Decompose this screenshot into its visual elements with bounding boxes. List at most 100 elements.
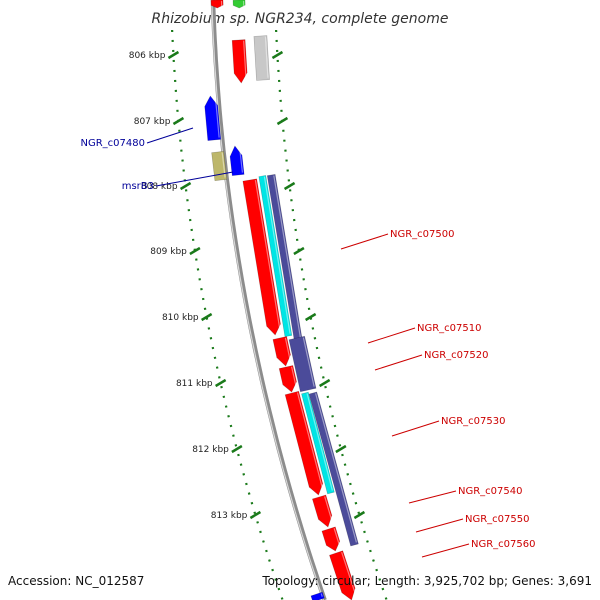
accession-text: Accession: NC_012587 (8, 574, 145, 588)
feature-shape (258, 175, 293, 337)
feature-shape (231, 39, 248, 84)
tick-mark-right (335, 444, 347, 454)
feature-shine (243, 40, 247, 81)
leader-line (155, 171, 234, 187)
cds-navy-2 (288, 335, 317, 393)
gene-label-right: NGR_c07520 (424, 350, 489, 361)
leader-line (415, 518, 464, 533)
features-layer (204, 0, 359, 600)
tick-mark-left (231, 444, 243, 454)
feature-shine (314, 393, 358, 543)
tick-mark-right (293, 246, 305, 256)
leader-line (391, 420, 440, 437)
feature-shine (238, 146, 244, 173)
leader-line (374, 354, 423, 371)
gene-label-right: NGR_c07510 (417, 323, 482, 334)
leader-line (421, 543, 470, 558)
feature-shine (273, 175, 301, 338)
feature-shine (296, 392, 324, 492)
tick-mark-right (276, 116, 289, 126)
tick-label: 810 kbp (162, 313, 199, 323)
cds-ngr-c07480 (204, 95, 222, 141)
gene-label-right: NGR_c07560 (471, 539, 536, 550)
feature-shape (272, 336, 291, 367)
feature-shine (214, 96, 220, 138)
feature-shine (263, 176, 291, 334)
cds-ngr-c07540 (312, 494, 334, 528)
tick-label: 808 kbp (141, 182, 178, 192)
tick-mark-right (271, 50, 284, 60)
leader-line (408, 490, 457, 504)
feature-shine (320, 593, 323, 597)
tick-mark-left (249, 510, 262, 520)
tick-mark-right (304, 312, 317, 322)
feature-shine (264, 36, 269, 78)
genome-summary-text: Topology: circular; Length: 3,925,702 bp… (262, 574, 592, 588)
feature-shape (229, 145, 245, 177)
cds-navy-3 (308, 391, 359, 547)
genome-backbone-highlight (211, 0, 324, 600)
feature-shine (333, 528, 341, 548)
feature-shine (341, 552, 357, 597)
tick-mark-left (167, 50, 180, 60)
map-title: Rhizobium sp. NGR234, complete genome (152, 11, 449, 27)
leader-line (367, 327, 416, 344)
cds-ngr-c07560 (329, 550, 357, 600)
feature-shape (242, 178, 281, 336)
cds-bottom-blue (310, 591, 325, 600)
cds-ngr-c07520 (278, 365, 298, 393)
tick-mark-left (214, 378, 227, 388)
tick-mark-left (200, 312, 213, 322)
leader-line (340, 233, 389, 250)
cds-ngr-c07500 (242, 178, 281, 336)
feature-shape (310, 591, 325, 600)
feature-shine (254, 179, 281, 333)
scale-ticks: 806 kbp 807 kbp 808 kbp 809 kbp 810 kbp 811 k… (129, 29, 388, 600)
feature-shine (284, 337, 292, 364)
feature-shine (306, 393, 333, 491)
tick-mark-right (318, 378, 331, 388)
cds-top-red (210, 0, 224, 9)
tick-label: 813 kbp (211, 511, 248, 521)
feature-shine (324, 496, 334, 524)
gene-label-left: NGR_c07480 (81, 138, 146, 149)
leader-line (146, 127, 194, 144)
gene-label-right: NGR_c07540 (458, 486, 523, 497)
tick-label: 811 kbp (176, 379, 213, 389)
cds-top-green (232, 0, 246, 9)
feature-shape (312, 494, 333, 528)
cds-ngr-c07510 (272, 336, 292, 367)
gene-labels: NGR_c07480 msrB3 NGR_c07500 NGR_c07510 NGR_c… (81, 127, 536, 558)
tick-label: 806 kbp (129, 51, 166, 61)
feature-shape (301, 391, 335, 495)
tick-mark-right (353, 510, 366, 520)
cds-ngr-c07550 (321, 526, 341, 552)
gene-label-right: NGR_c07550 (465, 514, 530, 525)
feature-shape (284, 390, 324, 496)
feature-shape (329, 550, 356, 600)
feature-shape (308, 391, 359, 547)
tick-mark-right (283, 181, 296, 191)
cds-cyan-1 (258, 175, 293, 337)
feature-shape (288, 335, 317, 393)
cds-msrb3 (229, 145, 245, 177)
tick-mark-left (189, 246, 201, 256)
feature-shape (210, 0, 224, 9)
feature-shape (204, 95, 222, 141)
genome-backbone (210, 0, 327, 600)
gene-label-right: NGR_c07530 (441, 416, 506, 427)
cds-cyan-2 (301, 391, 335, 495)
feature-shape (232, 0, 246, 9)
feature-shape (253, 35, 270, 81)
tick-mark-left (179, 181, 192, 191)
tick-label: 812 kbp (192, 445, 229, 455)
feature-shine (302, 337, 315, 387)
tick-mark-left (172, 116, 185, 126)
feature-shine (290, 366, 298, 389)
feature-shape (278, 365, 297, 393)
tick-label: 809 kbp (150, 247, 187, 257)
gene-label-left: msrB3 (122, 181, 154, 192)
gene-label-right: NGR_c07500 (390, 229, 455, 240)
